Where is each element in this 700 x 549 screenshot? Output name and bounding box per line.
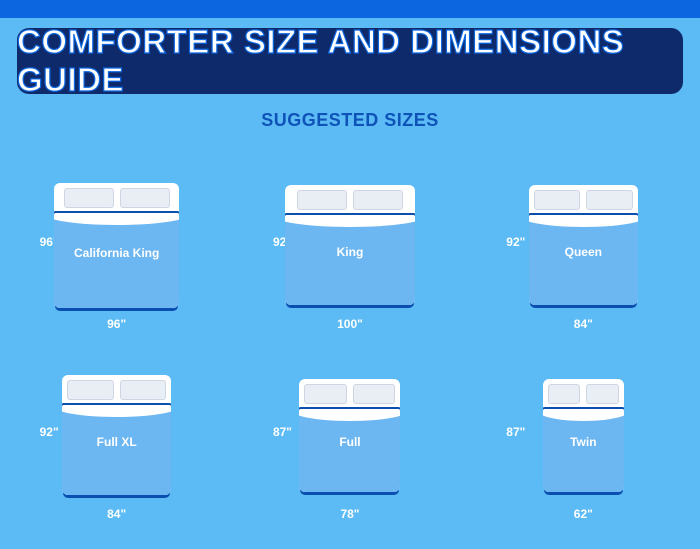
width-label: 62" [473, 507, 693, 521]
bed-name-label: Twin [543, 435, 624, 449]
bed-icon: Queen [529, 185, 638, 305]
bed: Queen [529, 185, 638, 305]
bed-icon: California King [54, 183, 179, 308]
pillows [534, 190, 633, 210]
bed: King [285, 185, 415, 305]
bed-cell: 92"Full XL 84" [7, 345, 227, 525]
bed-cell: 87" Twin 62" [473, 345, 693, 525]
height-label: 92" [7, 425, 65, 439]
pillow-icon [120, 188, 170, 208]
pillow-icon [548, 384, 581, 404]
page-title: COMFORTER SIZE AND DIMENSIONS GUIDE [17, 23, 683, 99]
pillow-icon [67, 380, 114, 400]
bed-name-label: King [285, 245, 415, 259]
width-label: 84" [473, 317, 693, 331]
pillows [304, 384, 395, 404]
width-label: 78" [240, 507, 460, 521]
pillow-icon [586, 190, 633, 210]
bed: Full XL [62, 375, 171, 495]
bed-cell: 96"California King96" [7, 155, 227, 335]
pillow-icon [586, 384, 619, 404]
bed-icon: Twin [543, 379, 624, 492]
bed: Twin [543, 379, 624, 492]
bed-name-label: Full [299, 435, 400, 449]
pillow-icon [64, 188, 114, 208]
pillow-icon [297, 190, 347, 210]
height-label: 87" [473, 425, 531, 439]
bed-icon: King [285, 185, 415, 305]
bed-name-label: Queen [529, 245, 638, 259]
bed-name-label: Full XL [62, 435, 171, 449]
pillow-icon [534, 190, 581, 210]
pillows [59, 188, 174, 208]
width-label: 96" [7, 317, 227, 331]
pillows [290, 190, 410, 210]
pillows [67, 380, 166, 400]
comforter-icon [299, 407, 400, 492]
width-label: 84" [7, 507, 227, 521]
bed-grid: 96"California King96"92"King100"92"Queen… [0, 150, 700, 530]
comforter-icon [543, 407, 624, 492]
bed-icon: Full [299, 379, 400, 492]
width-label: 100" [240, 317, 460, 331]
pillow-icon [120, 380, 167, 400]
bed: California King [54, 183, 179, 308]
bed: Full [299, 379, 400, 492]
infographic-canvas: COMFORTER SIZE AND DIMENSIONS GUIDE SUGG… [0, 0, 700, 549]
subtitle: SUGGESTED SIZES [0, 110, 700, 131]
title-bar: COMFORTER SIZE AND DIMENSIONS GUIDE [17, 28, 683, 94]
pillow-icon [353, 190, 403, 210]
pillows [548, 384, 619, 404]
bed-cell: 92"King100" [240, 155, 460, 335]
bed-cell: 92"Queen 84" [473, 155, 693, 335]
bed-cell: 87"Full 78" [240, 345, 460, 525]
pillow-icon [353, 384, 396, 404]
height-label: 87" [240, 425, 298, 439]
top-band [0, 0, 700, 18]
bed-icon: Full XL [62, 375, 171, 495]
bed-name-label: California King [54, 246, 179, 260]
pillow-icon [304, 384, 347, 404]
height-label: 92" [473, 235, 531, 249]
